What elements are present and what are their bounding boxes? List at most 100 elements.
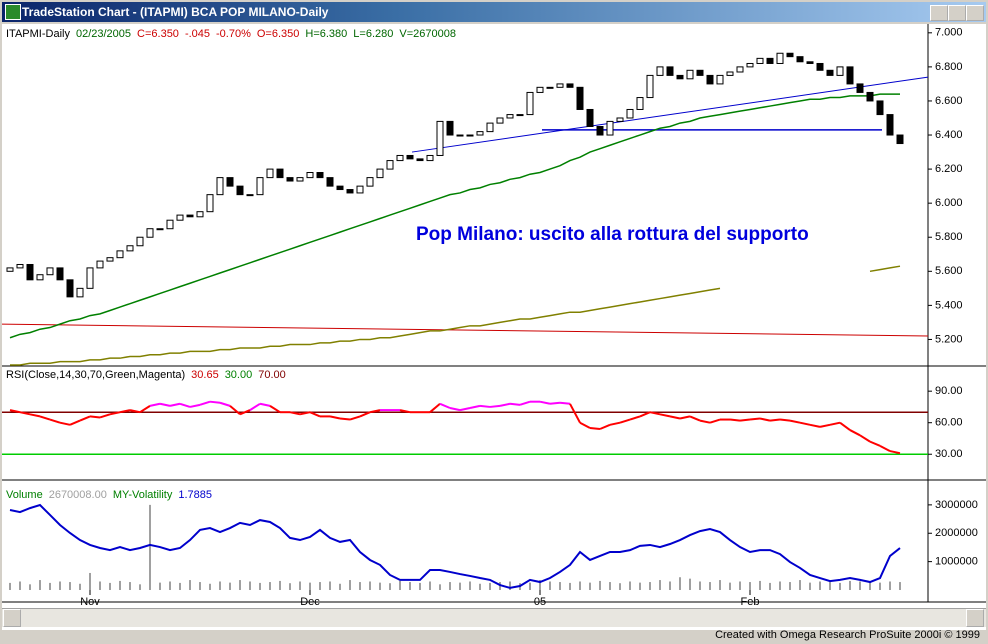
rsi-segment bbox=[439, 402, 451, 409]
candle bbox=[676, 74, 684, 80]
candle bbox=[416, 158, 424, 162]
volume-bar bbox=[709, 582, 711, 590]
volume-bar bbox=[299, 581, 301, 590]
rsi-segment bbox=[349, 415, 361, 421]
candle bbox=[366, 177, 374, 187]
volume-bar bbox=[529, 582, 531, 590]
volume-bar bbox=[629, 581, 631, 590]
rsi-segment bbox=[219, 401, 231, 407]
candle bbox=[56, 267, 64, 281]
candle bbox=[786, 52, 794, 58]
rsi-segment bbox=[599, 423, 611, 430]
volume-bar bbox=[219, 581, 221, 590]
rsi-segment bbox=[829, 421, 841, 426]
volume-bar bbox=[79, 583, 81, 590]
candle bbox=[876, 100, 884, 116]
volume-bar bbox=[239, 580, 241, 590]
minimize-button[interactable] bbox=[930, 5, 948, 21]
volume-bar bbox=[889, 581, 891, 590]
rsi-segment bbox=[249, 402, 261, 411]
volume-bar bbox=[599, 580, 601, 590]
candle bbox=[606, 120, 614, 136]
x-tick-label: 05 bbox=[534, 596, 546, 608]
rsi-segment bbox=[399, 409, 411, 414]
y-tick-label: 60.00 bbox=[935, 417, 963, 429]
volume-bar bbox=[189, 580, 191, 590]
rsi-segment bbox=[479, 404, 491, 408]
volume-bar bbox=[139, 584, 141, 590]
volume-bar bbox=[29, 584, 31, 590]
rsi-segment bbox=[199, 400, 211, 406]
candle bbox=[776, 52, 784, 64]
y-tick-label: 90.00 bbox=[935, 385, 963, 397]
rsi-segment bbox=[769, 418, 781, 422]
volume-bar bbox=[779, 581, 781, 590]
trend-line bbox=[411, 76, 929, 153]
rsi-segment bbox=[549, 401, 561, 405]
rsi-segment bbox=[679, 415, 691, 420]
candle bbox=[296, 177, 304, 182]
y-tick-label: 5.400 bbox=[935, 299, 963, 311]
candle bbox=[36, 274, 44, 281]
candle bbox=[816, 62, 824, 71]
header-item: ITAPMI-Daily bbox=[6, 28, 70, 40]
volume-bar bbox=[749, 582, 751, 590]
volume-bar bbox=[209, 583, 211, 590]
candle bbox=[586, 108, 594, 128]
candle bbox=[756, 57, 764, 64]
rsi-segment bbox=[499, 402, 511, 407]
volume-bar bbox=[579, 581, 581, 590]
rsi-segment bbox=[49, 418, 61, 424]
maximize-button[interactable] bbox=[948, 5, 966, 21]
candle bbox=[356, 185, 364, 194]
volume-bar bbox=[9, 582, 11, 590]
rsi-segment bbox=[559, 401, 571, 405]
rsi-segment bbox=[849, 429, 861, 437]
volume-bar bbox=[469, 581, 471, 590]
rsi-segment bbox=[869, 440, 881, 447]
volume-bar bbox=[639, 582, 641, 590]
rsi-segment bbox=[69, 419, 81, 426]
rsi-segment bbox=[9, 409, 21, 414]
header-item: 1.7885 bbox=[178, 489, 212, 501]
candle bbox=[626, 108, 634, 119]
candle bbox=[486, 122, 494, 133]
candle bbox=[16, 263, 24, 269]
rsi-segment bbox=[289, 411, 301, 416]
volume-bar bbox=[799, 580, 801, 590]
candle bbox=[736, 66, 744, 73]
candle bbox=[836, 66, 844, 76]
volume-bar bbox=[609, 582, 611, 590]
candle bbox=[856, 83, 864, 93]
header-item: Volume bbox=[6, 489, 43, 501]
title-bar bbox=[2, 2, 986, 22]
close-button[interactable] bbox=[966, 5, 984, 21]
volume-bar bbox=[229, 582, 231, 590]
volume-bar bbox=[689, 578, 691, 590]
volume-bar bbox=[389, 583, 391, 590]
y-tick-label: 6.000 bbox=[935, 197, 963, 209]
volume-bar bbox=[819, 581, 821, 590]
header-item: C=6.350 bbox=[137, 28, 179, 40]
rsi-segment bbox=[489, 404, 501, 408]
volume-bar bbox=[729, 582, 731, 590]
candle bbox=[556, 83, 564, 88]
scrollbar[interactable] bbox=[2, 608, 986, 627]
candle bbox=[576, 86, 584, 110]
scroll-left[interactable] bbox=[3, 609, 21, 627]
candle bbox=[26, 263, 34, 281]
rsi-segment bbox=[149, 402, 161, 407]
scroll-right[interactable] bbox=[966, 609, 984, 627]
rsi-segment bbox=[469, 404, 481, 409]
volume-bar bbox=[359, 582, 361, 590]
header-item: 02/23/2005 bbox=[76, 28, 131, 40]
candle bbox=[186, 214, 194, 218]
volume-bar bbox=[339, 583, 341, 590]
volume-bar bbox=[249, 581, 251, 590]
rsi-segment bbox=[429, 403, 441, 413]
header-item: -0.70% bbox=[216, 28, 251, 40]
volume-bar bbox=[459, 582, 461, 590]
volume-bar bbox=[369, 581, 371, 590]
volume-bar bbox=[879, 582, 881, 590]
header-item: 30.00 bbox=[225, 369, 253, 381]
